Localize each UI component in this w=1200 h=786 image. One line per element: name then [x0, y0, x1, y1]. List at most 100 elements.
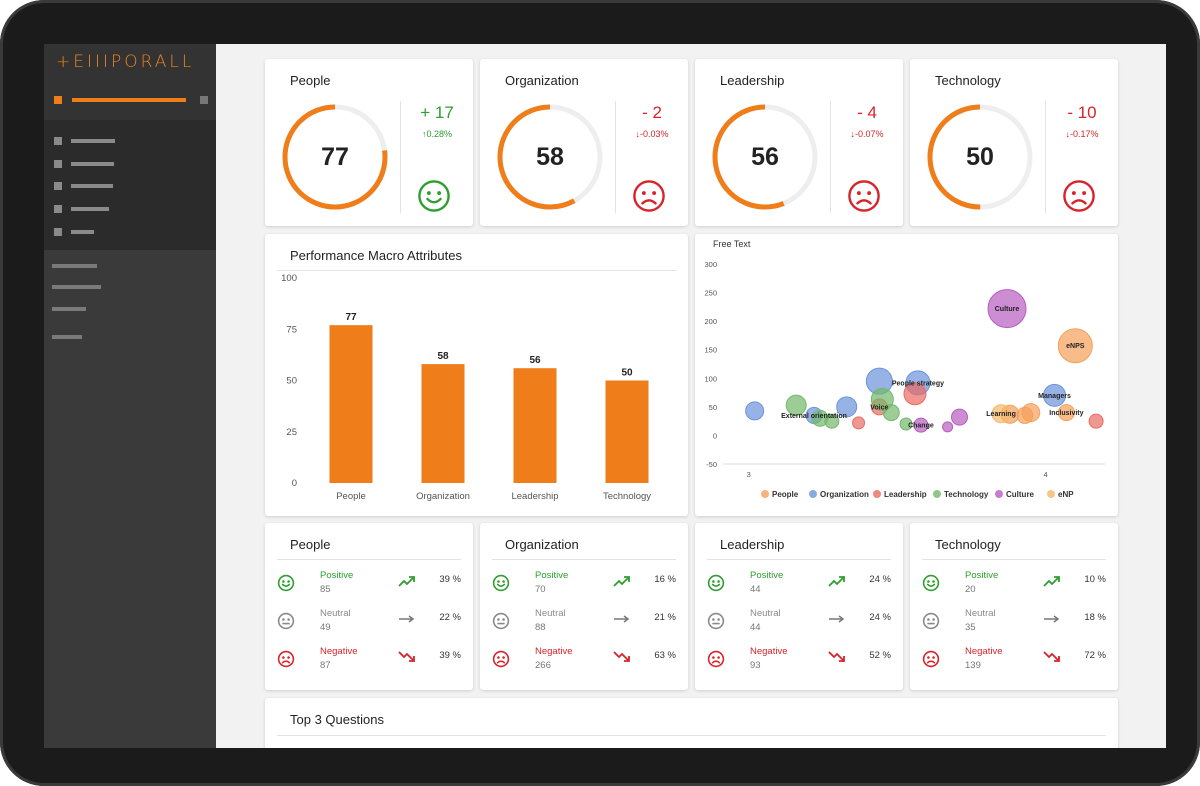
sentiment-pct: 24 % — [861, 612, 891, 623]
sentiment-row-negative: Negative 93 52 % — [695, 646, 905, 676]
sentiment-card-technology[interactable]: Technology Positive 20 10 % Neutral 35 1… — [910, 523, 1118, 690]
kpi-score: 50 — [924, 143, 1036, 172]
bubble-label: Managers — [1038, 393, 1071, 400]
sidebar-link-2[interactable] — [52, 285, 101, 289]
bubble-organization[interactable] — [746, 402, 764, 420]
legend-item-organization[interactable]: Organization — [820, 490, 869, 499]
sentiment-label: Positive — [965, 570, 998, 581]
legend-marker — [933, 490, 941, 498]
kpi-divider — [1045, 101, 1046, 213]
kpi-divider — [615, 101, 616, 213]
bar-technology[interactable] — [606, 381, 649, 484]
kpi-delta-pct-value: 0.28% — [426, 129, 452, 139]
bubble-label: People strategy — [892, 380, 944, 387]
bubble-culture[interactable] — [943, 422, 953, 432]
sentiment-label: Positive — [750, 570, 783, 581]
x-category-label: Organization — [416, 491, 470, 502]
bar-chart: 025507510077People58Organization56Leader… — [265, 234, 688, 516]
kpi-card-technology[interactable]: Technology 50 - 10 ↓-0.17% — [910, 59, 1118, 226]
sidebar-link-1[interactable] — [52, 264, 97, 268]
sentiment-pct: 39 % — [431, 650, 461, 661]
legend-item-technology[interactable]: Technology — [944, 490, 989, 499]
bubble-label: Voice — [870, 404, 888, 411]
trend-up-icon — [398, 574, 416, 588]
legend-item-culture[interactable]: Culture — [1006, 490, 1035, 499]
sad-face-icon — [492, 650, 510, 668]
trend-down-icon — [613, 650, 631, 664]
arrow-right-icon — [828, 612, 846, 626]
sentiment-pct: 52 % — [861, 650, 891, 661]
smiley-face-icon — [277, 574, 295, 592]
kpi-score: 77 — [279, 143, 391, 172]
bubble-culture[interactable] — [952, 409, 968, 425]
kpi-delta-pct-value: -0.17% — [1070, 129, 1099, 139]
sentiment-card-people[interactable]: People Positive 85 39 % Neutral 49 22 % … — [265, 523, 473, 690]
bar-organization[interactable] — [422, 364, 465, 483]
bubble-people[interactable] — [1022, 404, 1040, 422]
sentiment-divider — [922, 559, 1106, 560]
brand-logo[interactable]: +EIIIPORALL — [56, 52, 194, 72]
legend-marker — [873, 490, 881, 498]
kpi-card-people[interactable]: People 77 + 17 ↑0.28% — [265, 59, 473, 226]
kpi-title: Organization — [505, 73, 579, 88]
sentiment-count: 87 — [320, 660, 331, 671]
sentiment-label: Negative — [535, 646, 573, 657]
sentiment-pct: 24 % — [861, 574, 891, 585]
y-tick-label: 0 — [292, 478, 297, 489]
kpi-card-organization[interactable]: Organization 58 - 2 ↓-0.03% — [480, 59, 688, 226]
legend-item-enp[interactable]: eNP — [1058, 490, 1074, 499]
trend-up-icon — [1043, 574, 1061, 588]
sidebar-menu — [44, 120, 216, 250]
bar-people[interactable] — [330, 325, 373, 483]
sentiment-row-negative: Negative 139 72 % — [910, 646, 1120, 676]
bubble-label: Culture — [995, 306, 1020, 313]
sentiment-row-negative: Negative 87 39 % — [265, 646, 475, 676]
sentiment-row-positive: Positive 85 39 % — [265, 570, 475, 600]
sentiment-row-neutral: Neutral 49 22 % — [265, 608, 475, 638]
kpi-delta: - 4 — [832, 103, 902, 123]
y-tick-label: 100 — [281, 273, 297, 284]
sidebar-link-3[interactable] — [52, 307, 86, 311]
legend-item-people[interactable]: People — [772, 490, 799, 499]
bubble-label: External orientation — [781, 413, 847, 420]
sentiment-card-leadership[interactable]: Leadership Positive 44 24 % Neutral 44 2… — [695, 523, 903, 690]
neutral-face-icon — [277, 612, 295, 630]
bubble-leadership[interactable] — [1089, 414, 1103, 428]
bubble-x-tick-label: 4 — [1044, 470, 1048, 479]
kpi-delta-pct: ↓-0.17% — [1047, 129, 1117, 139]
arrow-right-icon — [1043, 612, 1061, 626]
x-category-label: Leadership — [511, 491, 558, 502]
sentiment-label: Neutral — [750, 608, 781, 619]
sentiment-pct: 16 % — [646, 574, 676, 585]
screen: +EIIIPORALL People 77 — [44, 44, 1166, 748]
sentiment-count: 20 — [965, 584, 976, 595]
top-questions-card: Top 3 Questions — [265, 698, 1118, 748]
sentiment-label: Negative — [320, 646, 358, 657]
sentiment-card-organization[interactable]: Organization Positive 70 16 % Neutral 88… — [480, 523, 688, 690]
kpi-card-leadership[interactable]: Leadership 56 - 4 ↓-0.07% — [695, 59, 903, 226]
sentiment-divider — [492, 559, 676, 560]
sentiment-count: 44 — [750, 584, 761, 595]
sad-face-icon — [922, 650, 940, 668]
sidebar-header: +EIIIPORALL — [44, 44, 216, 120]
sentiment-pct: 10 % — [1076, 574, 1106, 585]
sidebar-link-4[interactable] — [52, 335, 82, 339]
trend-down-icon — [828, 650, 846, 664]
bubble-chart-title: Free Text — [713, 239, 750, 249]
legend-item-leadership[interactable]: Leadership — [884, 490, 927, 499]
sentiment-row-neutral: Neutral 88 21 % — [480, 608, 690, 638]
bubble-leadership[interactable] — [853, 417, 865, 429]
trend-down-icon — [398, 650, 416, 664]
kpi-delta: - 10 — [1047, 103, 1117, 123]
sentiment-label: Neutral — [320, 608, 351, 619]
kpi-title: People — [290, 73, 330, 88]
sentiment-label: Negative — [965, 646, 1003, 657]
sentiment-row-positive: Positive 44 24 % — [695, 570, 905, 600]
kpi-delta-pct-value: -0.07% — [855, 129, 884, 139]
bar-leadership[interactable] — [514, 368, 557, 483]
kpi-delta-pct: ↑0.28% — [402, 129, 472, 139]
bubble-y-tick-label: 200 — [704, 317, 717, 326]
y-tick-label: 25 — [286, 427, 297, 438]
smiley-face-icon — [492, 574, 510, 592]
